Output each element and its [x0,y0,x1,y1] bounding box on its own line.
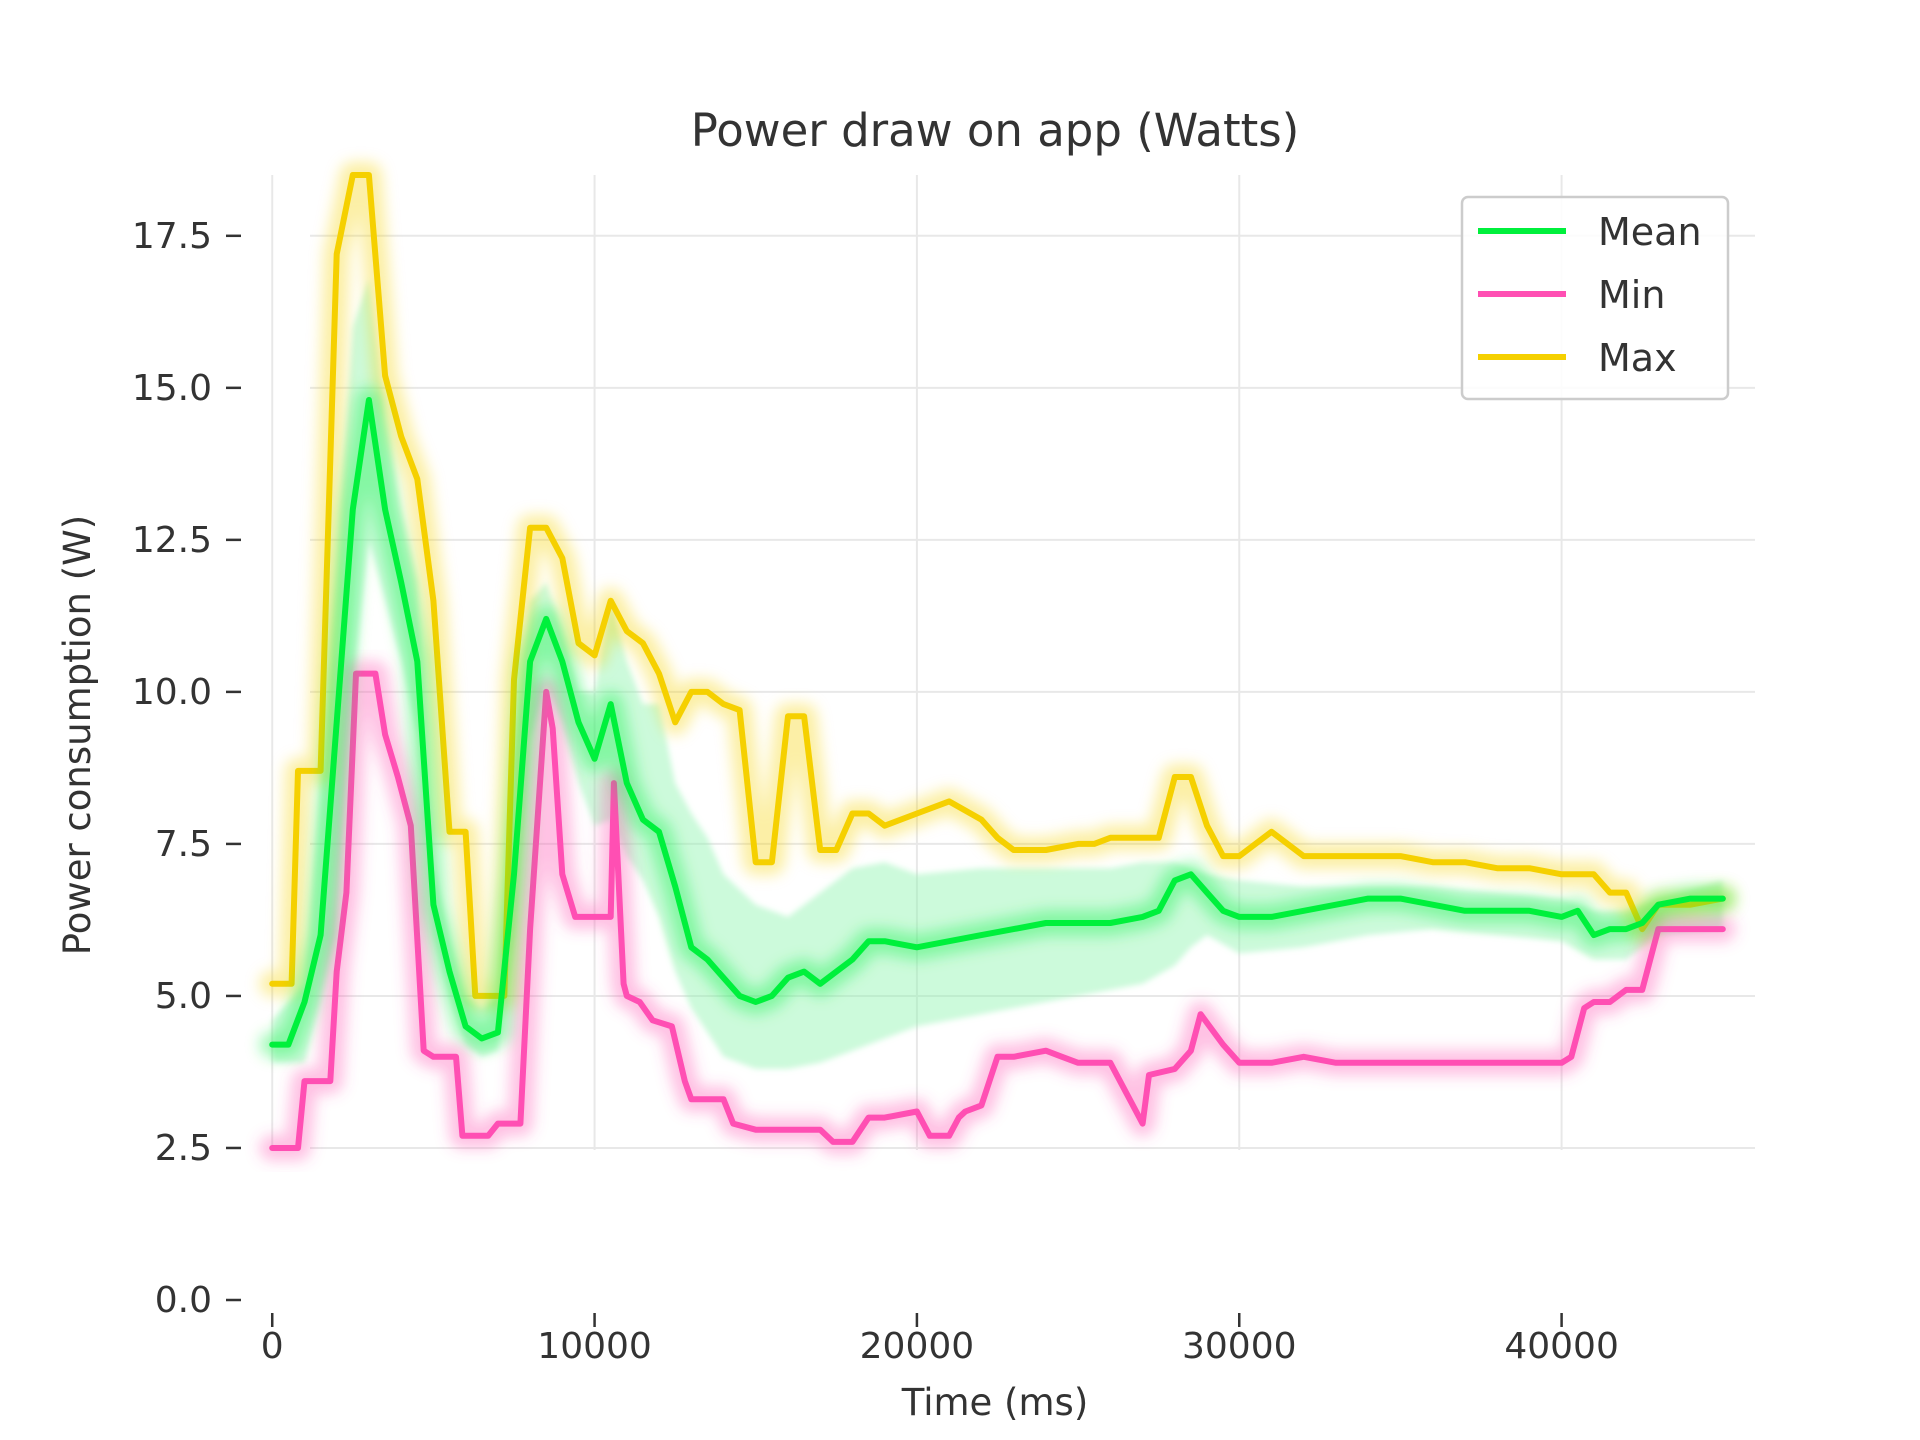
y-axis-title: Power consumption (W) [56,515,99,955]
y-tick-label: 12.5 [132,520,212,561]
x-tick-label: 40000 [1504,1326,1619,1367]
legend: Mean Min Max [1460,195,1730,401]
y-tick-label: 5.0 [155,976,212,1017]
y-tick-label: 0.0 [155,1280,212,1321]
series-line-mean [269,397,1726,1048]
legend-label-max: Max [1598,336,1677,380]
x-tick-label: 0 [261,1326,284,1367]
y-tick-label: 10.0 [132,672,212,713]
legend-label-min: Min [1598,273,1665,317]
series-line-max [269,172,1726,999]
y-tick-label: 2.5 [155,1128,212,1169]
legend-box [1460,195,1730,401]
x-tick-label: 30000 [1182,1326,1297,1367]
y-tick-label: 15.0 [132,368,212,409]
y-tick-label: 7.5 [155,824,212,865]
legend-label-mean: Mean [1598,210,1702,254]
series-lines [259,162,1736,1161]
y-tick-label: 17.5 [132,216,212,257]
x-axis: 0 10000 20000 30000 40000 [261,1313,1619,1367]
series-line-min [269,670,1726,1151]
chart-title: Power draw on app (Watts) [691,104,1300,157]
x-tick-label: 20000 [860,1326,975,1367]
x-axis-title: Time (ms) [901,1381,1089,1424]
x-tick-label: 10000 [537,1326,652,1367]
y-axis: 0.0 2.5 5.0 7.5 10.0 12.5 15.0 17.5 [132,216,241,1321]
